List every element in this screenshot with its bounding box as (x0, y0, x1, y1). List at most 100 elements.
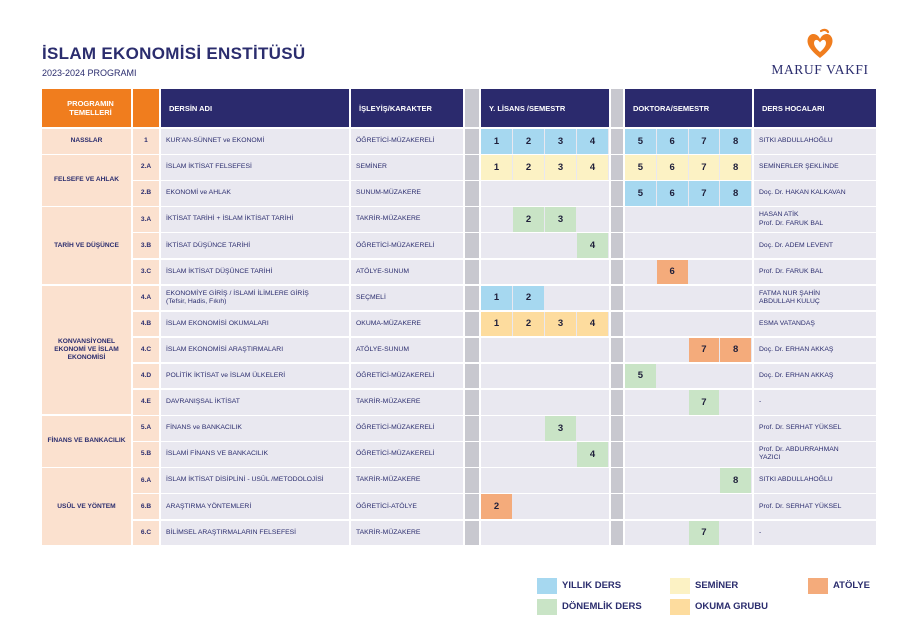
column-separator (465, 520, 479, 545)
column-separator (465, 285, 479, 311)
course-name: İKTİSAT DÜŞÜNCE TARİHİ (161, 233, 349, 258)
course-type: ÖĞRETİCİ-MÜZAKERELİ (351, 363, 463, 389)
instructor: ESMA VATANDAŞ (754, 311, 876, 337)
course-name: İSLAMİ FİNANS VE BANKACILIK (161, 442, 349, 467)
course-name: POLİTİK İKTİSAT ve İSLAM ÜLKELERİ (161, 363, 349, 389)
semester-cell: 8 (720, 129, 751, 154)
semester-cell: 8 (720, 468, 751, 493)
semester-cell: 4 (577, 233, 608, 258)
column-separator (611, 129, 623, 154)
course-type: ÖĞRETİCİ-ATÖLYE (351, 494, 463, 519)
course-name: BİLİMSEL ARAŞTIRMALARIN FELSEFESİ (161, 520, 349, 545)
header-doktora: DOKTORA/SEMESTR (625, 89, 752, 127)
course-name: İKTİSAT TARİHİ + İSLAM İKTİSAT TARİHİ (161, 207, 349, 232)
semester-cell: 4 (577, 442, 608, 467)
doktora-track (625, 311, 752, 337)
semester-cell: 8 (720, 337, 751, 363)
ylisans-track (481, 520, 609, 545)
instructor: HASAN ATİK Prof. Dr. FARUK BAL (754, 207, 876, 232)
semester-cell: 6 (656, 129, 688, 154)
semester-cell: 1 (481, 285, 512, 311)
instructor: Prof. Dr. FARUK BAL (754, 259, 876, 284)
course-type: SUNUM-MÜZAKERE (351, 181, 463, 206)
doktora-track (625, 259, 752, 284)
column-separator (611, 363, 623, 389)
column-separator (611, 259, 623, 284)
header-separator (611, 89, 623, 127)
semester-cell: 6 (656, 181, 688, 206)
course-type: ÖĞRETİCİ-MÜZAKERELİ (351, 416, 463, 441)
row-code: 4.E (133, 390, 159, 415)
legend-label: YILLIK DERS (562, 580, 622, 591)
course-type: TAKRİR-MÜZAKERE (351, 468, 463, 493)
column-separator (465, 494, 479, 519)
doktora-track (625, 442, 752, 467)
semester-cell: 7 (688, 155, 720, 180)
course-name: İSLAM İKTİSAT DÜŞÜNCE TARİHİ (161, 259, 349, 284)
header-isleyis: İŞLEYİŞ/KARAKTER (351, 89, 463, 127)
legend-swatch (808, 578, 828, 594)
semester-cell: 5 (625, 155, 656, 180)
instructor: Doç. Dr. ADEM LEVENT (754, 233, 876, 258)
row-code: 3.C (133, 259, 159, 284)
column-separator (465, 390, 479, 415)
semester-cell: 3 (545, 416, 576, 441)
row-code: 6.C (133, 520, 159, 545)
semester-cell: 2 (513, 129, 544, 154)
semester-cell: 7 (688, 390, 720, 415)
column-separator (465, 259, 479, 284)
instructor: Doç. Dr. ERHAN AKKAŞ (754, 337, 876, 363)
semester-cell: 1 (481, 155, 512, 180)
legend-swatch (670, 599, 690, 615)
semester-cell: 3 (545, 207, 576, 232)
row-code: 2.B (133, 181, 159, 206)
instructor: SITKI ABDULLAHOĞLU (754, 468, 876, 493)
ylisans-track (481, 259, 609, 284)
ylisans-track (481, 390, 609, 415)
maruf-logo: MARUF VAKFI (760, 28, 880, 80)
page-title: İSLAM EKONOMİSİ ENSTİTÜSÜ (42, 44, 306, 63)
course-type: ATÖLYE-SUNUM (351, 259, 463, 284)
doktora-track (625, 285, 752, 311)
course-type: SEÇMELİ (351, 285, 463, 311)
group-label: NASSLAR (42, 129, 131, 154)
column-separator (611, 233, 623, 258)
course-name: FİNANS ve BANKACILIK (161, 416, 349, 441)
instructor: Doç. Dr. HAKAN KALKAVAN (754, 181, 876, 206)
row-code: 4.C (133, 337, 159, 363)
logo-text: MARUF VAKFI (771, 62, 869, 77)
header-hocalar: DERS HOCALARI (754, 89, 876, 127)
legend-label: SEMİNER (695, 580, 739, 591)
course-type: SEMİNER (351, 155, 463, 180)
course-name: EKONOMİYE GİRİŞ / İSLAMİ İLİMLERE GİRİŞ(… (161, 285, 349, 311)
column-separator (611, 520, 623, 545)
legend-label: DÖNEMLİK DERS (562, 601, 642, 612)
legend-label: OKUMA GRUBU (695, 601, 769, 612)
course-name: KUR'AN-SÜNNET ve EKONOMİ (161, 129, 349, 154)
course-name: İSLAM EKONOMİSİ ARAŞTIRMALARI (161, 337, 349, 363)
semester-cell: 2 (513, 207, 544, 232)
header-code (133, 89, 159, 127)
semester-cell: 7 (688, 181, 720, 206)
semester-cell: 1 (481, 311, 512, 337)
row-code: 4.A (133, 285, 159, 311)
group-label: TARİH VE DÜŞÜNCE (42, 207, 131, 284)
row-code: 6.B (133, 494, 159, 519)
logo-heart-icon (807, 28, 833, 58)
column-separator (465, 233, 479, 258)
row-code: 2.A (133, 155, 159, 180)
semester-cell: 1 (481, 129, 512, 154)
course-name: DAVRANIŞSAL İKTİSAT (161, 390, 349, 415)
semester-cell: 3 (545, 155, 576, 180)
semester-cell: 8 (720, 155, 751, 180)
column-separator (465, 207, 479, 232)
legend-swatch (537, 599, 557, 615)
column-separator (465, 129, 479, 154)
semester-cell: 2 (513, 155, 544, 180)
column-separator (465, 442, 479, 467)
column-separator (465, 363, 479, 389)
legend-swatch (670, 578, 690, 594)
column-separator (611, 390, 623, 415)
course-type: ÖĞRETİCİ-MÜZAKERELİ (351, 442, 463, 467)
doktora-track (625, 233, 752, 258)
